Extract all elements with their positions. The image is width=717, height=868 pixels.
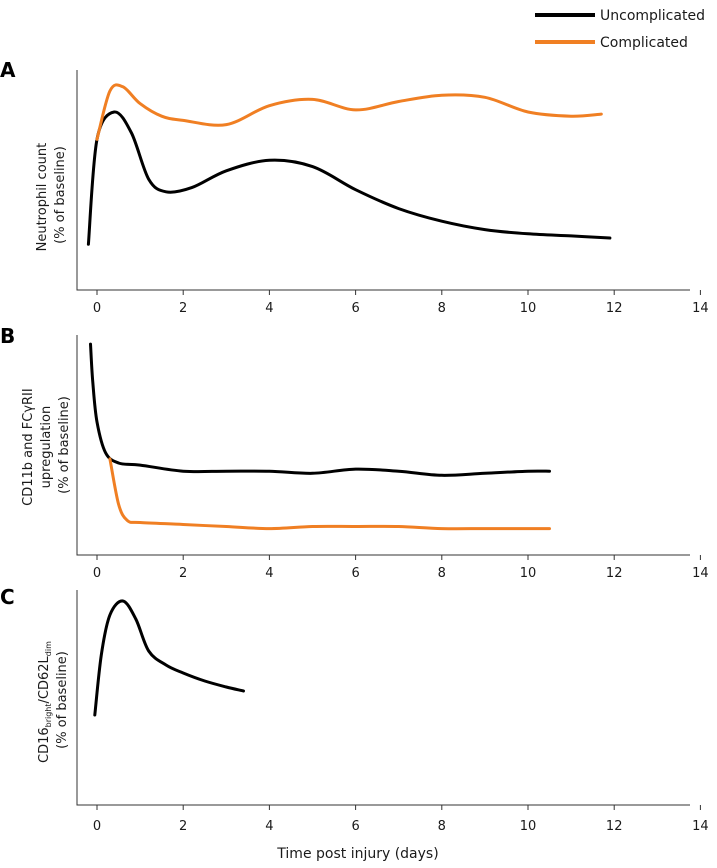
series-line-uncomplicated-c — [93, 599, 245, 717]
x-tick-label-b-2: 4 — [265, 566, 273, 581]
panel-a: A Neutrophil count (% of baseline) 0 2 4 6 8… — [0, 58, 709, 316]
x-tick-label-b-0: 0 — [93, 566, 101, 581]
y-axis-label-b-line-2: upregulation — [39, 406, 54, 489]
series-c — [93, 599, 245, 717]
series-line-uncomplicated-a — [86, 110, 612, 246]
axis-a — [76, 70, 690, 291]
x-tick-label-b-6: 12 — [606, 566, 623, 581]
y-axis-label-c-line-2: (% of baseline) — [55, 651, 70, 749]
x-tick-label-a-6: 12 — [606, 301, 623, 316]
series-b — [89, 342, 551, 531]
legend: Uncomplicated Complicated — [535, 8, 705, 51]
y-axis-label-c-line-1: CD16bright/CD62Ldim — [37, 641, 53, 763]
y-axis-label-a-line-1: Neutrophil count — [35, 143, 50, 252]
panel-label-b: B — [0, 324, 15, 348]
x-tick-label-b-1: 2 — [179, 566, 187, 581]
x-tick-label-b-7: 14 — [692, 566, 709, 581]
y-axis-label-b-line-1: CD11b and FCγRII — [21, 388, 36, 506]
y-axis-label-a: Neutrophil count (% of baseline) — [35, 139, 68, 252]
y-axis-label-a-line-2: (% of baseline) — [53, 146, 68, 244]
panel-label-c: C — [0, 585, 15, 609]
y-axis-label-b-line-3: (% of baseline) — [57, 396, 72, 494]
x-tick-label-c-1: 2 — [179, 819, 187, 834]
series-line-complicated-a — [95, 83, 603, 141]
x-tick-label-a-0: 0 — [93, 301, 101, 316]
x-tick-label-c-2: 4 — [265, 819, 273, 834]
x-tick-label-c-5: 10 — [520, 819, 537, 834]
legend-label-uncomplicated: Uncomplicated — [600, 8, 705, 24]
x-ticks-b: 0 2 4 6 8 10 12 14 — [93, 555, 709, 581]
x-tick-label-a-3: 6 — [351, 301, 359, 316]
series-line-uncomplicated-b — [89, 342, 551, 477]
x-tick-label-b-3: 6 — [351, 566, 359, 581]
x-axis-title: Time post injury (days) — [276, 846, 438, 862]
series-a — [86, 83, 612, 246]
x-ticks-c: 0 2 4 6 8 10 12 14 — [93, 805, 709, 834]
panel-c: C CD16bright/CD62Ldim (% of baseline) 0 2… — [0, 585, 709, 834]
x-tick-label-c-0: 0 — [93, 819, 101, 834]
x-tick-label-b-4: 8 — [438, 566, 446, 581]
x-tick-label-b-5: 10 — [520, 566, 537, 581]
x-tick-label-a-2: 4 — [265, 301, 273, 316]
panel-label-a: A — [0, 58, 16, 82]
x-ticks-a: 0 2 4 6 8 10 12 14 — [93, 290, 709, 316]
y-axis-label-b: CD11b and FCγRII upregulation (% of base… — [21, 384, 72, 506]
x-tick-label-a-5: 10 — [520, 301, 537, 316]
series-line-complicated-b — [108, 457, 551, 531]
x-tick-label-c-3: 6 — [351, 819, 359, 834]
x-tick-label-a-1: 2 — [179, 301, 187, 316]
x-tick-label-c-4: 8 — [438, 819, 446, 834]
x-tick-label-a-7: 14 — [692, 301, 709, 316]
x-tick-label-c-7: 14 — [692, 819, 709, 834]
x-tick-label-a-4: 8 — [438, 301, 446, 316]
y-axis-label-c: CD16bright/CD62Ldim (% of baseline) — [37, 637, 70, 763]
legend-label-complicated: Complicated — [600, 35, 688, 51]
axis-b — [76, 335, 690, 556]
panel-b: B CD11b and FCγRII upregulation (% of ba… — [0, 324, 709, 581]
axis-c — [76, 590, 690, 806]
x-tick-label-c-6: 12 — [606, 819, 623, 834]
